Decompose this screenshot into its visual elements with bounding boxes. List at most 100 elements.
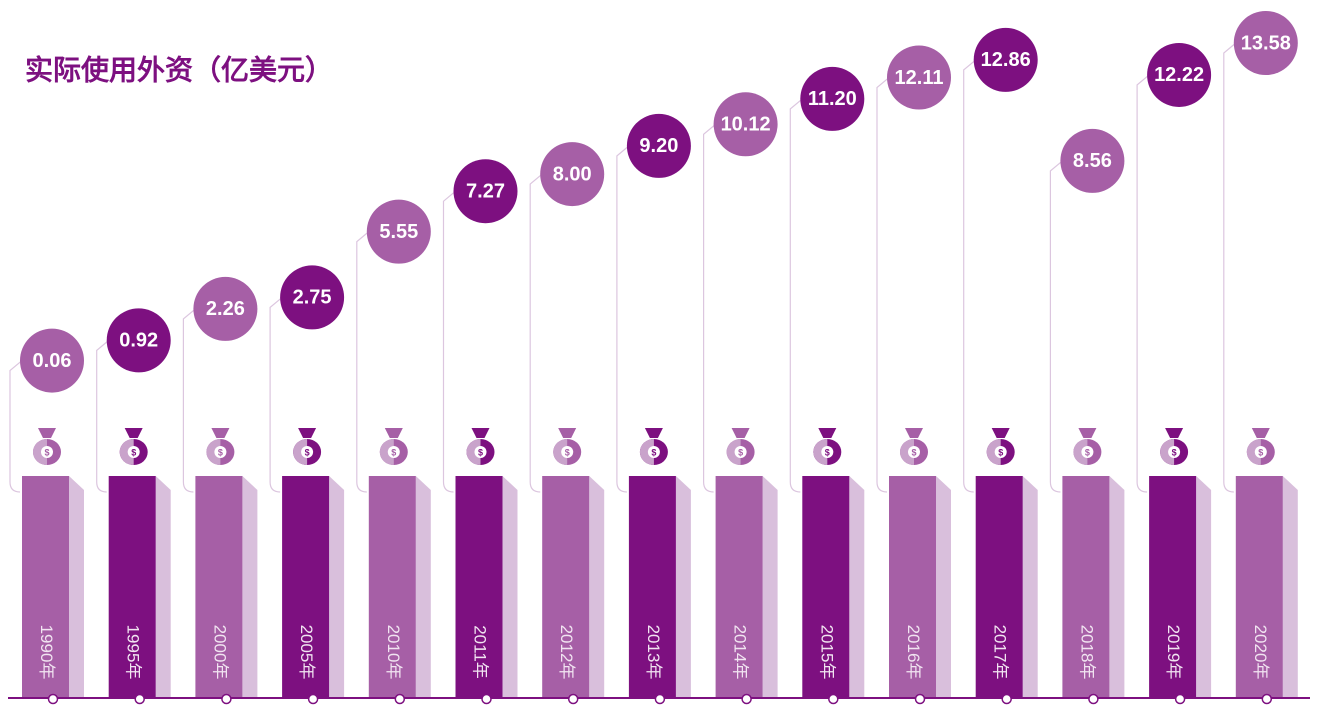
x-tick-label: 2017年 [991, 625, 1010, 680]
x-tick-label: 1990年 [37, 625, 56, 680]
x-tick-label: 2000年 [210, 625, 229, 680]
x-tick-label: 2019年 [1164, 625, 1183, 680]
x-tick-label: 1995年 [124, 625, 143, 680]
bag-tie [644, 428, 663, 438]
value-bubble [20, 328, 84, 393]
bar [628, 476, 676, 697]
value-bubble [1060, 128, 1125, 193]
bag-light [206, 439, 221, 465]
bag-dollar: $ [911, 447, 916, 457]
bar [1235, 476, 1283, 697]
bag-coin [214, 446, 227, 458]
value-label: 10.12 [721, 114, 771, 136]
connector [616, 145, 630, 493]
baseline-dot [741, 693, 752, 705]
bag-dollar: $ [565, 447, 570, 457]
bar [1062, 476, 1110, 697]
value-bubble [1147, 42, 1212, 107]
bar-side [936, 476, 951, 697]
bar [455, 476, 503, 697]
bar [195, 476, 243, 697]
bag-dollar: $ [1172, 447, 1177, 457]
bar-side [1022, 476, 1038, 697]
bar-side [1109, 476, 1125, 697]
bag-tie [1165, 428, 1184, 438]
bar-side [502, 476, 518, 697]
bag-dollar: $ [391, 447, 396, 457]
bag-coin [387, 446, 400, 458]
bag-coin [821, 446, 834, 458]
connector [529, 173, 543, 493]
bar [975, 476, 1023, 697]
bag-light [813, 439, 828, 465]
bar-side [1282, 476, 1298, 697]
bag-tie [818, 428, 837, 438]
baseline-dot [828, 693, 839, 705]
x-tick-label: 2013年 [644, 625, 663, 680]
baseline-dot [914, 693, 926, 705]
connector [356, 231, 370, 493]
bag-coin [561, 446, 574, 458]
value-label: 2.75 [293, 287, 332, 309]
bar [1149, 476, 1197, 697]
bag-coin [301, 446, 314, 458]
bag-tie [731, 428, 750, 438]
bag-tie [471, 428, 490, 438]
bar-side [589, 476, 605, 697]
bag-dollar: $ [998, 447, 1003, 457]
bar-side [69, 476, 84, 697]
baseline-dot [1174, 693, 1186, 705]
value-label: 13.58 [1241, 32, 1291, 54]
bag-dollar: $ [1258, 447, 1263, 457]
value-bubble [106, 308, 171, 373]
x-tick-label: 2011年 [471, 625, 490, 679]
bag-tie [124, 428, 143, 438]
value-bubble [713, 92, 778, 157]
connector [182, 308, 196, 493]
bar [889, 476, 936, 697]
bag-light [553, 439, 568, 465]
x-tick-label: 2010年 [384, 625, 403, 680]
bar [282, 476, 330, 697]
x-tick-label: 2015年 [817, 625, 836, 680]
bag-dollar: $ [1085, 447, 1090, 457]
bar-side [155, 476, 171, 697]
value-bubble [366, 199, 431, 264]
baseline-dot [1001, 693, 1012, 705]
value-bubble [193, 276, 258, 341]
bag-light [986, 439, 1001, 465]
connector [789, 98, 803, 493]
connector [1223, 42, 1237, 493]
value-bubble [887, 45, 951, 110]
baseline-dot [394, 693, 406, 705]
value-label: 12.22 [1154, 64, 1204, 86]
bag-tie [211, 428, 230, 438]
baseline-dot [654, 693, 666, 705]
bag-dollar: $ [44, 447, 49, 457]
bag-light [1073, 439, 1088, 465]
bag-dollar: $ [218, 447, 223, 457]
value-label: 12.11 [895, 67, 944, 89]
value-label: 0.06 [33, 350, 72, 372]
bag-tie [558, 428, 577, 438]
x-tick-label: 2016年 [904, 625, 923, 680]
value-label: 8.56 [1073, 150, 1112, 172]
value-label: 12.86 [981, 49, 1031, 71]
bar-side [329, 476, 345, 697]
baseline-dot [567, 693, 579, 705]
bag-dollar: $ [131, 447, 136, 457]
x-tick-label: 2005年 [297, 625, 316, 680]
bag-coin [474, 446, 487, 458]
bar-side [762, 476, 778, 697]
connector [9, 360, 23, 493]
x-tick-label: 2014年 [731, 625, 750, 680]
bag-light [726, 439, 741, 465]
connector [269, 296, 283, 493]
bag-dollar: $ [305, 447, 310, 457]
value-label: 9.20 [639, 135, 678, 157]
bag-light [900, 439, 914, 465]
value-bubble [540, 142, 605, 207]
value-bubble [800, 66, 865, 131]
value-label: 5.55 [379, 221, 418, 243]
